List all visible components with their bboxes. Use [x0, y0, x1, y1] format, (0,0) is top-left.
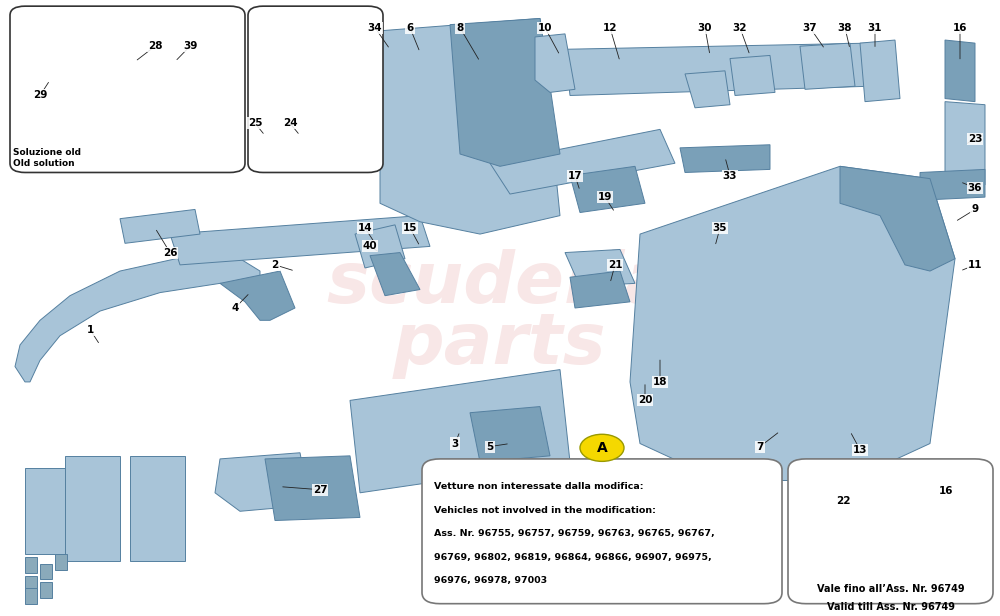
Polygon shape [490, 129, 675, 194]
Polygon shape [130, 456, 185, 561]
Polygon shape [630, 166, 955, 480]
Text: 36: 36 [968, 183, 982, 193]
Polygon shape [945, 40, 975, 102]
Polygon shape [355, 225, 405, 268]
Text: 6: 6 [406, 23, 414, 33]
Polygon shape [170, 216, 430, 265]
Text: 29: 29 [33, 91, 47, 100]
Text: 26: 26 [163, 248, 177, 257]
Text: 2: 2 [271, 260, 279, 270]
Polygon shape [65, 456, 120, 561]
Text: 5: 5 [486, 442, 494, 452]
FancyBboxPatch shape [248, 6, 383, 172]
Polygon shape [40, 582, 52, 598]
Text: Soluzione old
Old solution: Soluzione old Old solution [13, 148, 81, 168]
Polygon shape [470, 407, 550, 462]
Polygon shape [565, 43, 870, 95]
Text: Vale fino all’Ass. Nr. 96749: Vale fino all’Ass. Nr. 96749 [817, 584, 964, 594]
Polygon shape [265, 456, 360, 521]
Text: Vehicles not involved in the modification:: Vehicles not involved in the modificatio… [434, 506, 656, 515]
Polygon shape [535, 34, 575, 92]
Text: 16: 16 [953, 23, 967, 33]
Text: 96769, 96802, 96819, 96864, 96866, 96907, 96975,: 96769, 96802, 96819, 96864, 96866, 96907… [434, 553, 712, 562]
Text: 33: 33 [723, 171, 737, 180]
Text: 32: 32 [733, 23, 747, 33]
Text: 17: 17 [568, 171, 582, 180]
Polygon shape [570, 271, 630, 308]
Text: 24: 24 [283, 118, 297, 128]
Text: 23: 23 [968, 134, 982, 144]
Polygon shape [450, 18, 560, 166]
Polygon shape [25, 557, 37, 573]
Text: 31: 31 [868, 23, 882, 33]
Polygon shape [945, 102, 985, 185]
Text: 9: 9 [971, 205, 979, 214]
Text: Vetture non interessate dalla modifica:: Vetture non interessate dalla modifica: [434, 482, 644, 492]
Text: parts: parts [393, 310, 607, 379]
Polygon shape [30, 493, 100, 542]
Polygon shape [120, 209, 200, 243]
Text: 28: 28 [148, 41, 162, 51]
Text: 4: 4 [231, 303, 239, 313]
Text: Ass. Nr. 96755, 96757, 96759, 96763, 96765, 96767,: Ass. Nr. 96755, 96757, 96759, 96763, 967… [434, 529, 715, 538]
FancyBboxPatch shape [422, 459, 782, 604]
Text: 96976, 96978, 97003: 96976, 96978, 97003 [434, 576, 547, 585]
Polygon shape [565, 249, 635, 286]
Text: 10: 10 [538, 23, 552, 33]
Text: 12: 12 [603, 23, 617, 33]
Text: 7: 7 [756, 442, 764, 452]
Polygon shape [840, 166, 955, 271]
Polygon shape [570, 166, 645, 213]
Polygon shape [220, 271, 295, 320]
Polygon shape [25, 468, 65, 554]
FancyBboxPatch shape [788, 459, 993, 604]
Polygon shape [800, 43, 855, 89]
Text: 3: 3 [451, 439, 459, 448]
Text: 8: 8 [456, 23, 464, 33]
Text: 35: 35 [713, 223, 727, 233]
Text: 19: 19 [598, 192, 612, 202]
Polygon shape [860, 40, 900, 102]
Polygon shape [920, 169, 985, 200]
Text: Valid till Ass. Nr. 96749: Valid till Ass. Nr. 96749 [827, 602, 955, 612]
Polygon shape [730, 55, 775, 95]
Text: 37: 37 [803, 23, 817, 33]
Polygon shape [380, 18, 560, 234]
Polygon shape [55, 554, 67, 570]
Text: A: A [597, 441, 607, 455]
Circle shape [580, 434, 624, 461]
Text: 18: 18 [653, 377, 667, 387]
Polygon shape [25, 588, 37, 604]
Polygon shape [370, 253, 420, 296]
Text: 30: 30 [698, 23, 712, 33]
Polygon shape [40, 564, 52, 579]
Text: 13: 13 [853, 445, 867, 455]
Polygon shape [350, 370, 570, 493]
Text: 16: 16 [939, 486, 953, 496]
Text: 39: 39 [183, 41, 197, 51]
FancyBboxPatch shape [10, 6, 245, 172]
Text: 15: 15 [403, 223, 417, 233]
Text: 14: 14 [358, 223, 372, 233]
Text: 40: 40 [363, 241, 377, 251]
Text: 1: 1 [86, 325, 94, 334]
Polygon shape [680, 145, 770, 172]
Text: 34: 34 [368, 23, 382, 33]
Text: 27: 27 [313, 485, 327, 495]
Text: 22: 22 [836, 496, 850, 506]
Polygon shape [25, 576, 37, 591]
Text: 11: 11 [968, 260, 982, 270]
Text: 20: 20 [638, 395, 652, 405]
Text: 21: 21 [608, 260, 622, 270]
Text: 25: 25 [248, 118, 262, 128]
Polygon shape [685, 71, 730, 108]
Polygon shape [215, 453, 310, 511]
Text: scuderia: scuderia [326, 249, 674, 318]
Polygon shape [15, 256, 260, 382]
Text: 38: 38 [838, 23, 852, 33]
